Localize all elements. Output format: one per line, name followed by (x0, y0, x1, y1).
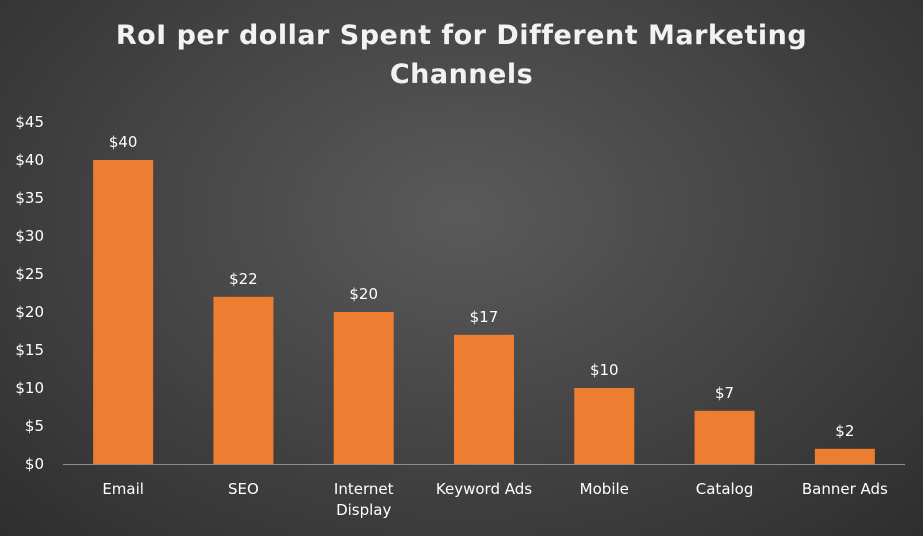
data-label: $2 (835, 422, 854, 440)
y-tick-label: $30 (15, 227, 44, 245)
bar (333, 312, 394, 464)
bar (213, 296, 274, 464)
x-tick-label: Display (336, 501, 391, 519)
bar (574, 388, 635, 464)
y-tick-label: $25 (15, 265, 44, 283)
y-tick-label: $20 (15, 303, 44, 321)
x-tick-label: SEO (228, 480, 259, 498)
data-label: $17 (470, 308, 499, 326)
x-tick-label: Email (102, 480, 144, 498)
bar (814, 448, 875, 464)
y-tick-label: $45 (15, 113, 44, 131)
bar (454, 334, 514, 464)
y-tick-label: $40 (15, 151, 44, 169)
data-label: $10 (590, 361, 619, 379)
y-tick-label: $5 (25, 417, 44, 435)
chart-title-line-1: RoI per dollar Spent for Different Marke… (115, 20, 808, 51)
x-tick-label: Banner Ads (802, 480, 888, 498)
bar (694, 410, 755, 464)
y-tick-label: $10 (15, 379, 44, 397)
y-tick-label: $15 (15, 341, 44, 359)
x-tick-label: Keyword Ads (436, 480, 532, 498)
data-label: $7 (715, 384, 734, 402)
y-tick-label: $0 (25, 455, 44, 473)
y-tick-label: $35 (15, 189, 44, 207)
chart-title-line-2: Channels (389, 59, 534, 90)
data-label: $40 (109, 133, 138, 151)
x-tick-label: Catalog (696, 480, 754, 498)
data-label: $22 (229, 270, 258, 288)
data-label: $20 (349, 285, 378, 303)
bar (93, 160, 154, 464)
x-tick-label: Internet (334, 480, 394, 498)
x-tick-label: Mobile (580, 480, 629, 498)
